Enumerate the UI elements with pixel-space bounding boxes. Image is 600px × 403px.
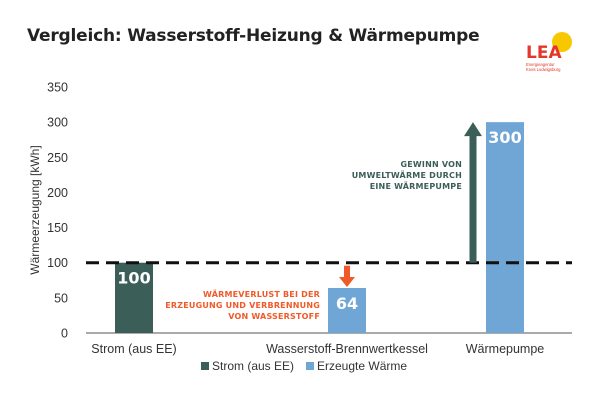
gain-annotation-line-2: UMWELTWÄRME DURCH — [352, 170, 462, 180]
loss-annotation-line-2: ERZEUGUNG UND VERBRENNUNG — [165, 301, 320, 310]
y-tick-label: 350 — [47, 81, 68, 95]
bar-1 — [115, 262, 153, 333]
legend-swatch-waerme — [306, 362, 314, 370]
loss-annotation-line-3: VON WASSERSTOFF — [228, 312, 320, 321]
gain-arrow-shaft — [469, 135, 477, 263]
gain-arrow — [464, 122, 482, 263]
gain-annotation-line-3: EINE WÄRMEPUMPE — [370, 181, 462, 191]
loss-arrow-shaft — [344, 265, 350, 279]
chart-title: Vergleich: Wasserstoff-Heizung & Wärmepu… — [27, 26, 480, 46]
x-tick-label: Wasserstoff-Brennwertkessel — [266, 342, 428, 356]
y-tick-label: 300 — [47, 116, 68, 130]
loss-annotation-line-1: WÄRMEVERLUST BEI DER — [203, 289, 320, 299]
y-tick-label: 200 — [47, 186, 68, 200]
bar-value-label: 300 — [488, 128, 521, 147]
y-axis-label: Wärmeerzeugung [kWh] — [28, 145, 42, 274]
x-tick-label: Strom (aus EE) — [91, 342, 176, 356]
logo-subtitle-1: Energieagentur — [526, 62, 555, 67]
bar-value-label: 64 — [336, 294, 358, 313]
gain-annotation-line-1: GEWINN VON — [400, 160, 462, 169]
logo-text: LEA — [526, 43, 562, 63]
legend-swatch-strom — [201, 362, 209, 370]
y-tick-label: 150 — [47, 221, 68, 235]
y-tick-label: 0 — [61, 327, 68, 341]
y-tick-label: 250 — [47, 151, 68, 165]
legend-label-waerme: Erzeugte Wärme — [317, 359, 407, 373]
y-axis-ticks: 0 50 100 150 200 250 300 350 — [47, 81, 68, 341]
bar-3 — [486, 122, 524, 334]
logo-sun — [552, 32, 572, 52]
bars: 100 64 300 — [115, 122, 524, 334]
gain-arrow-head — [464, 122, 482, 137]
y-tick-label: 100 — [47, 256, 68, 270]
bar-value-label: 100 — [117, 269, 150, 288]
bar-2 — [328, 288, 366, 333]
x-tick-label: Wärmepumpe — [466, 342, 545, 356]
loss-arrow — [339, 265, 355, 288]
x-axis-ticks: Strom (aus EE) Wasserstoff-Brennwertkesse… — [91, 342, 544, 356]
y-tick-label: 50 — [54, 291, 68, 305]
loss-arrow-head — [339, 277, 355, 288]
legend-label-strom: Strom (aus EE) — [212, 359, 294, 373]
lea-logo: LEA Energieagentur Kreis Ludwigsburg — [526, 32, 572, 72]
logo-subtitle-2: Kreis Ludwigsburg — [526, 67, 561, 72]
